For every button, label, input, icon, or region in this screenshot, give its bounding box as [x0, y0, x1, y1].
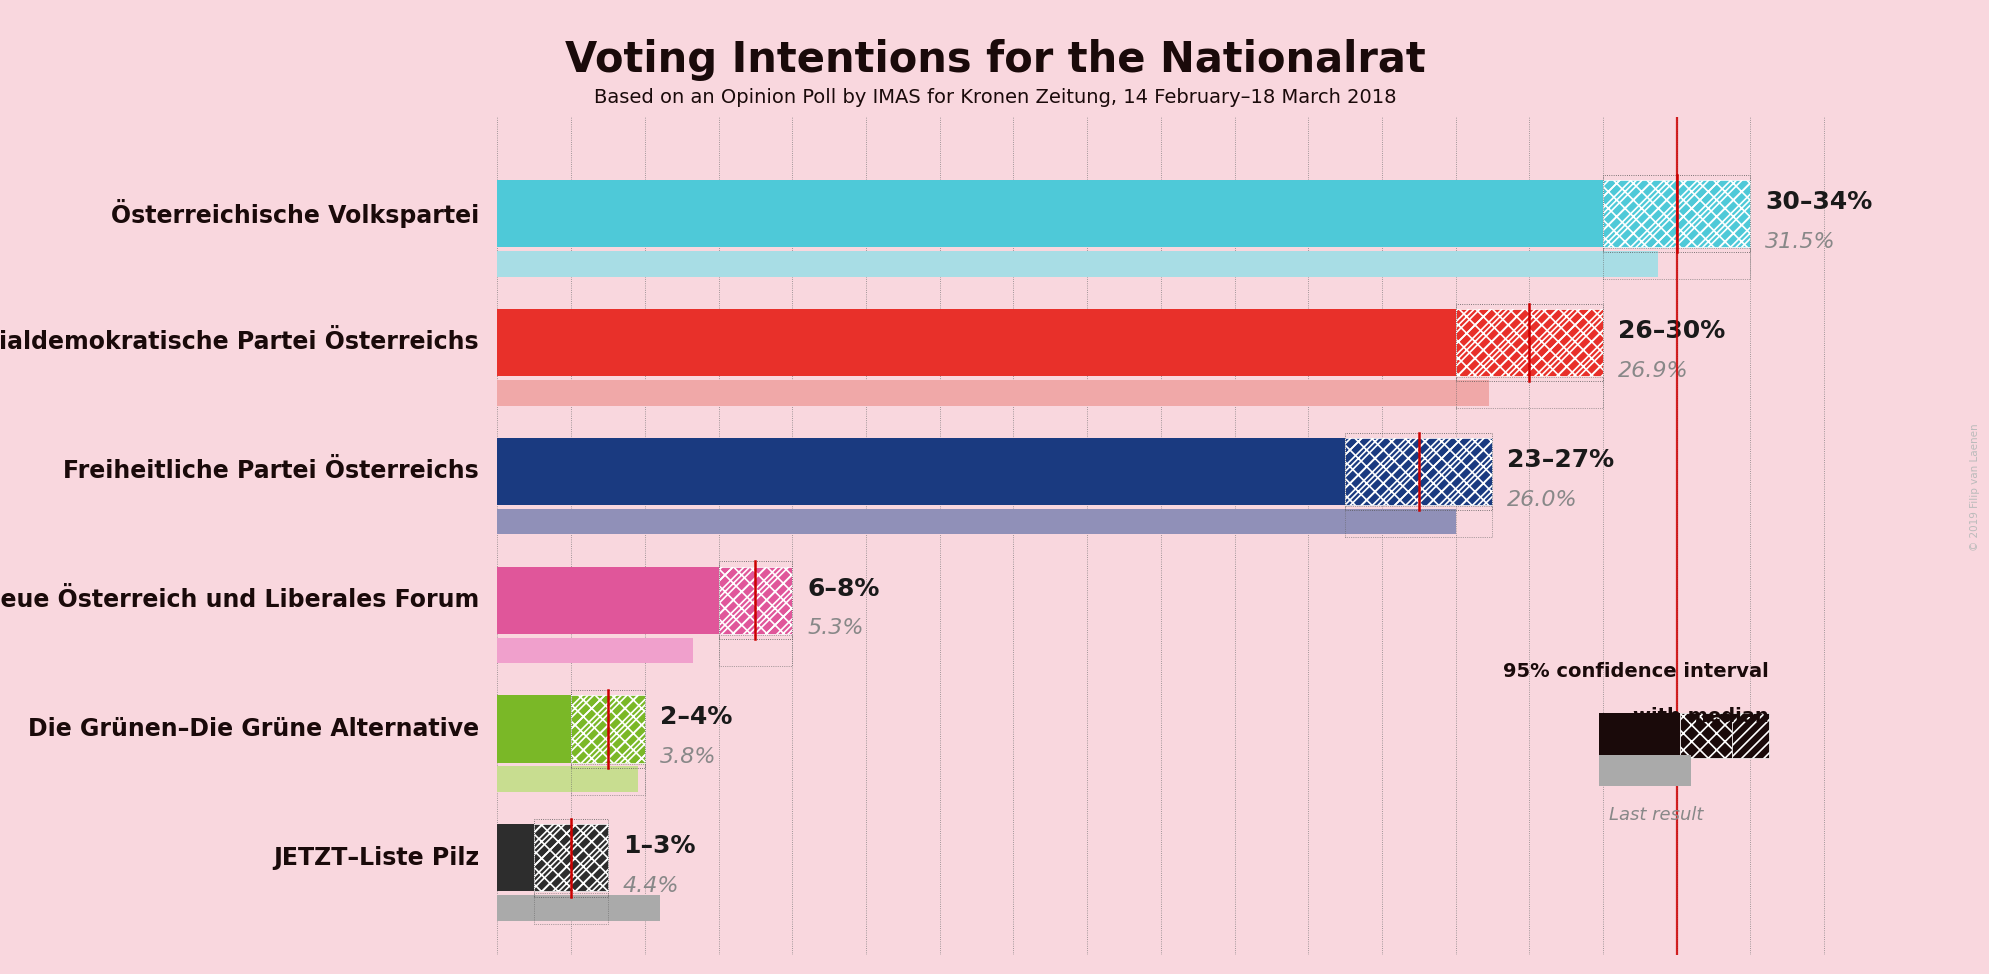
Text: 26.0%: 26.0%: [1506, 490, 1577, 509]
Bar: [497, 380, 1488, 405]
Text: 1–3%: 1–3%: [623, 835, 694, 858]
Text: 2–4%: 2–4%: [658, 705, 732, 730]
Text: JETZT–Liste Pilz: JETZT–Liste Pilz: [272, 845, 479, 870]
Text: 6–8%: 6–8%: [808, 577, 879, 601]
Bar: [497, 309, 1454, 376]
Text: Sozialdemokratische Partei Österreichs: Sozialdemokratische Partei Österreichs: [0, 330, 479, 355]
Bar: [1730, 713, 1768, 758]
Text: 5.3%: 5.3%: [808, 618, 863, 639]
Text: © 2019 Filip van Laenen: © 2019 Filip van Laenen: [1969, 423, 1979, 551]
Bar: [1345, 437, 1492, 505]
Text: 95% confidence interval: 95% confidence interval: [1502, 661, 1768, 681]
Bar: [497, 767, 636, 792]
Text: Voting Intentions for the Nationalrat: Voting Intentions for the Nationalrat: [565, 39, 1424, 81]
Bar: [1603, 180, 1750, 247]
Bar: [497, 638, 692, 663]
Bar: [1454, 377, 1603, 408]
Bar: [1603, 175, 1750, 252]
Bar: [497, 567, 718, 634]
Bar: [1679, 713, 1730, 758]
Text: 3.8%: 3.8%: [658, 747, 716, 768]
Bar: [1599, 713, 1679, 758]
Bar: [535, 819, 609, 896]
Bar: [718, 561, 792, 639]
Bar: [1345, 506, 1492, 537]
Bar: [1599, 755, 1691, 786]
Bar: [571, 764, 644, 795]
Bar: [497, 251, 1657, 277]
Bar: [497, 895, 658, 921]
Text: 26.9%: 26.9%: [1617, 360, 1687, 381]
Bar: [718, 567, 792, 634]
Text: Freiheitliche Partei Österreichs: Freiheitliche Partei Österreichs: [64, 460, 479, 483]
Bar: [1345, 432, 1492, 510]
Text: 30–34%: 30–34%: [1764, 190, 1872, 214]
Bar: [497, 695, 571, 763]
Bar: [535, 824, 609, 891]
Bar: [497, 508, 1454, 535]
Bar: [1454, 309, 1603, 376]
Bar: [497, 180, 1603, 247]
Bar: [497, 437, 1345, 505]
Text: with median: with median: [1633, 706, 1768, 726]
Bar: [1454, 304, 1603, 381]
Bar: [535, 824, 609, 891]
Bar: [1454, 309, 1603, 376]
Text: 23–27%: 23–27%: [1506, 448, 1613, 471]
Bar: [497, 824, 535, 891]
Bar: [571, 691, 644, 768]
Bar: [535, 892, 609, 923]
Bar: [718, 635, 792, 666]
Text: 31.5%: 31.5%: [1764, 232, 1836, 252]
Bar: [718, 567, 792, 634]
Text: Based on an Opinion Poll by IMAS for Kronen Zeitung, 14 February–18 March 2018: Based on an Opinion Poll by IMAS for Kro…: [593, 88, 1396, 107]
Bar: [1345, 437, 1492, 505]
Text: Österreichische Volkspartei: Österreichische Volkspartei: [111, 199, 479, 228]
Text: Last result: Last result: [1609, 806, 1703, 824]
Text: Die Grünen–Die Grüne Alternative: Die Grünen–Die Grüne Alternative: [28, 717, 479, 741]
Bar: [1603, 248, 1750, 280]
Text: 26–30%: 26–30%: [1617, 318, 1724, 343]
Text: 4.4%: 4.4%: [623, 877, 678, 896]
Bar: [571, 695, 644, 763]
Bar: [1603, 180, 1750, 247]
Text: NEOS–Das Neue Österreich und Liberales Forum: NEOS–Das Neue Österreich und Liberales F…: [0, 588, 479, 612]
Bar: [571, 695, 644, 763]
